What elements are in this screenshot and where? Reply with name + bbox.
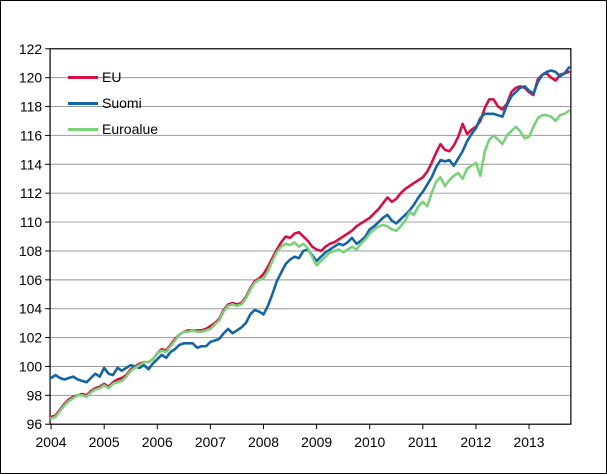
y-tick-label: 98	[27, 387, 43, 403]
legend-label-suomi: Suomi	[102, 95, 142, 111]
y-tick-label: 118	[20, 99, 42, 115]
y-tick-label: 114	[20, 156, 42, 172]
legend-line-suomi-icon	[68, 101, 98, 105]
x-tick-label: 2005	[89, 434, 120, 450]
legend-label-eu: EU	[102, 69, 122, 85]
x-tick-label: 2013	[514, 434, 545, 450]
x-tick-label: 2009	[301, 434, 332, 450]
y-tick-label: 116	[20, 127, 42, 143]
legend-line-euroalue-icon	[68, 127, 98, 131]
x-tick-label: 2012	[460, 434, 491, 450]
y-tick-label: 104	[19, 301, 43, 317]
x-tick-label: 2007	[195, 434, 226, 450]
legend-item-euroalue: Euroalue	[68, 116, 158, 142]
y-tick-label: 102	[19, 330, 43, 346]
y-tick-label: 112	[20, 185, 42, 201]
x-tick-label: 2004	[36, 434, 67, 450]
legend: EU Suomi Euroalue	[68, 64, 158, 142]
y-tick-label: 120	[19, 70, 43, 86]
y-tick-label: 96	[27, 416, 43, 432]
x-tick-label: 2008	[248, 434, 279, 450]
legend-label-euroalue: Euroalue	[102, 121, 159, 137]
x-tick-label: 2006	[142, 434, 173, 450]
y-tick-label: 108	[19, 243, 43, 259]
x-tick-label: 2010	[354, 434, 385, 450]
legend-line-eu-icon	[68, 75, 98, 79]
y-tick-label: 110	[20, 214, 42, 230]
legend-item-suomi: Suomi	[68, 90, 158, 116]
y-tick-label: 106	[19, 272, 43, 288]
series-line-euroalue	[49, 109, 571, 420]
x-tick-label: 2011	[408, 434, 438, 450]
plot-border	[49, 48, 572, 425]
y-tick-label: 100	[19, 358, 43, 374]
legend-item-eu: EU	[68, 64, 158, 90]
y-tick-label: 122	[19, 41, 43, 57]
